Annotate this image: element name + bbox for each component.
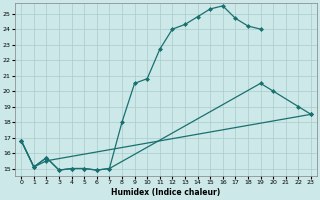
X-axis label: Humidex (Indice chaleur): Humidex (Indice chaleur): [111, 188, 221, 197]
